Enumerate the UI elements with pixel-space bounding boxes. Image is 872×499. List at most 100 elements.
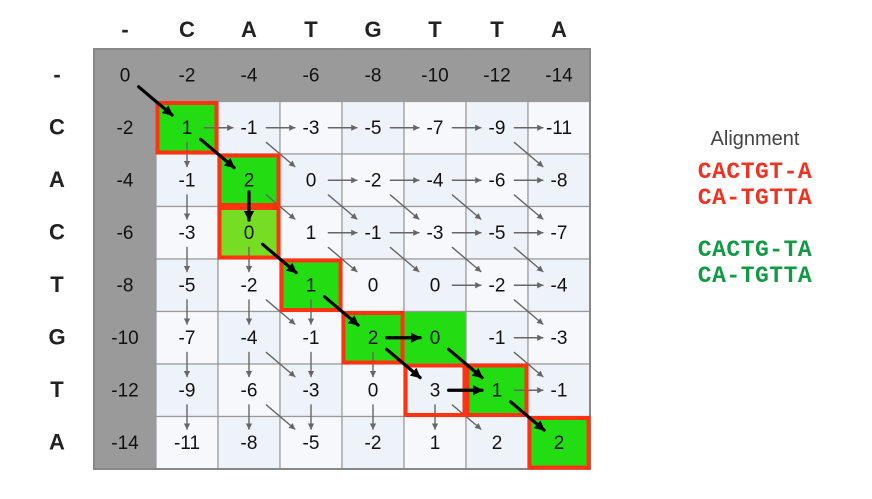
- optimal-path-arrow: [385, 347, 422, 380]
- matrix-cell: [465, 48, 529, 103]
- row-header: G: [48, 325, 65, 350]
- traceback-arrow: [389, 194, 420, 220]
- traceback-arrow: [389, 246, 420, 273]
- optimal-path-arrow: [509, 400, 546, 432]
- traceback-arrow: [265, 404, 296, 430]
- cell-value: 3: [430, 380, 441, 401]
- traceback-arrow: [513, 299, 544, 325]
- cell-value: -1: [489, 328, 506, 349]
- cell-value: 0: [120, 65, 131, 86]
- traceback-arrow: [451, 404, 482, 430]
- alignment-title: Alignment: [710, 128, 800, 150]
- cell-value: -5: [179, 275, 196, 296]
- cell-value: 1: [306, 275, 317, 296]
- path-cell-outline: [527, 416, 591, 470]
- alignment-red-line-2: CA-TGTTA: [697, 185, 813, 211]
- cell-value: 2: [244, 170, 255, 191]
- cell-value: -6: [489, 170, 506, 191]
- cell-value: -8: [241, 433, 258, 454]
- cell-value: -2: [365, 170, 382, 191]
- cell-value: -11: [546, 118, 572, 139]
- traceback-arrow: [265, 194, 296, 220]
- cell-value: -4: [241, 65, 258, 86]
- cell-value: -8: [365, 65, 382, 86]
- matrix-cell: [527, 48, 591, 103]
- cell-value: -9: [179, 380, 196, 401]
- alignment-green-line-2: CA-TGTTA: [697, 263, 813, 289]
- traceback-arrow: [513, 351, 544, 378]
- traceback-arrow: [513, 141, 544, 168]
- cell-value: -3: [179, 223, 196, 244]
- row-header: T: [50, 272, 64, 297]
- cell-value: -1: [365, 223, 382, 244]
- traceback-arrow: [513, 194, 544, 220]
- matrix-cell: [93, 258, 157, 313]
- traceback-arrow: [265, 141, 296, 168]
- cell-value: -7: [179, 328, 196, 349]
- cell-value: -10: [421, 65, 448, 86]
- row-header: A: [49, 167, 65, 192]
- cell-value: -10: [111, 328, 138, 349]
- cell-value: -14: [545, 65, 573, 86]
- traceback-arrow: [451, 246, 482, 273]
- traceback-arrow: [327, 246, 358, 273]
- cell-value: -3: [427, 223, 444, 244]
- row-header: A: [49, 430, 65, 455]
- traceback-arrow: [265, 351, 296, 378]
- cell-value: -12: [483, 65, 510, 86]
- cell-value: -3: [551, 328, 568, 349]
- path-cell-outline: [155, 101, 219, 155]
- row-header: C: [49, 220, 65, 245]
- alignment-red-line-1: CACTGT-A: [697, 159, 813, 185]
- cell-value: -4: [241, 328, 258, 349]
- column-header: C: [179, 17, 195, 42]
- cell-value: -6: [117, 223, 134, 244]
- matrix-cell: [93, 100, 157, 155]
- cell-value: -5: [365, 118, 382, 139]
- cell-value: 0: [368, 275, 379, 296]
- cell-value: 0: [306, 170, 317, 191]
- cell-value: 2: [492, 433, 503, 454]
- column-header: A: [551, 17, 567, 42]
- cell-value: 2: [368, 328, 379, 349]
- optimal-path-arrow: [261, 242, 298, 275]
- cell-value: -8: [551, 170, 568, 191]
- cell-value: -8: [117, 275, 134, 296]
- column-header: A: [241, 17, 257, 42]
- traceback-arrow: [265, 299, 296, 325]
- cell-value: -1: [179, 170, 196, 191]
- path-cell-outline: [279, 258, 343, 312]
- cell-value: 1: [430, 433, 441, 454]
- cell-value: -2: [489, 275, 506, 296]
- column-header: T: [428, 17, 442, 42]
- cell-value: -2: [179, 65, 196, 86]
- traceback-arrow: [513, 246, 544, 273]
- alignment-green-line-1: CACTG-TA: [697, 237, 813, 263]
- optimal-path-arrow: [137, 85, 174, 117]
- optimal-path-arrow: [323, 295, 360, 327]
- traceback-arrow: [327, 194, 358, 220]
- matrix-cell: [93, 153, 157, 208]
- cell-value: 1: [182, 118, 193, 139]
- matrix-cell: [155, 48, 219, 103]
- cell-value: -4: [427, 170, 444, 191]
- alignment-panel: Alignment CACTGT-A CA-TGTTA CACTG-TA CA-…: [655, 128, 855, 289]
- cell-value: -7: [551, 223, 568, 244]
- cell-value: -7: [427, 118, 444, 139]
- column-header: -: [121, 17, 128, 42]
- cell-value: 1: [306, 223, 317, 244]
- cell-value: -9: [489, 118, 506, 139]
- row-header: C: [49, 115, 65, 140]
- cell-value: 0: [244, 223, 255, 244]
- matrix-border: [93, 48, 591, 470]
- cell-value: -1: [241, 118, 258, 139]
- cell-value: -12: [111, 380, 138, 401]
- cell-value: -4: [551, 275, 568, 296]
- cell-value: -5: [303, 433, 320, 454]
- cell-value: -5: [489, 223, 506, 244]
- cell-value: -11: [174, 433, 200, 454]
- cell-value: -14: [111, 433, 139, 454]
- cell-value: 2: [554, 433, 565, 454]
- cell-value: 0: [430, 328, 441, 349]
